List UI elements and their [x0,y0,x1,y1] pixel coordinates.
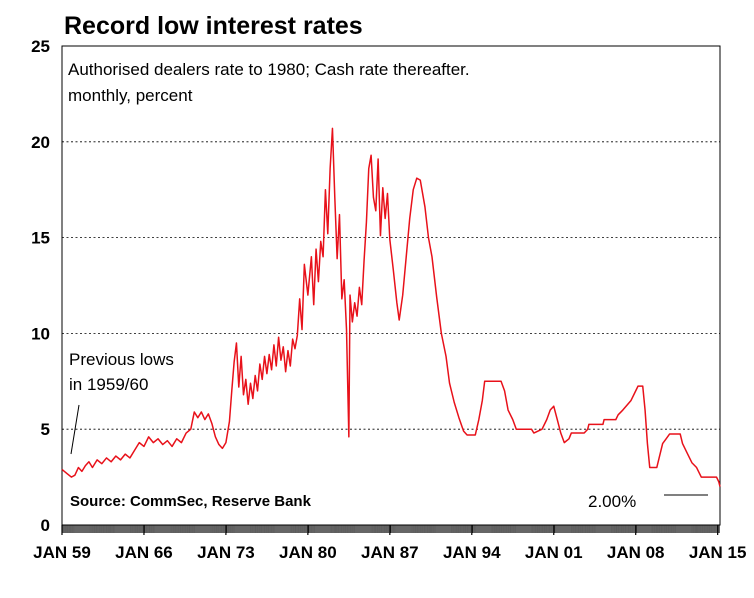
x-tick-label: JAN 80 [279,543,337,562]
annotation-previous-lows-line-2: in 1959/60 [69,375,148,394]
y-tick-label: 20 [31,133,50,152]
chart-title: Record low interest rates [64,12,363,40]
x-tick-label: JAN 87 [361,543,419,562]
x-tick-label: JAN 59 [33,543,91,562]
chart-subtitle-line-1: Authorised dealers rate to 1980; Cash ra… [68,60,470,79]
annotation-current-rate: 2.00% [588,492,636,511]
y-tick-label: 10 [31,324,50,343]
x-tick-label: JAN 94 [443,543,501,562]
gridlines [62,141,720,430]
x-tick-label: JAN 08 [607,543,665,562]
chart-subtitle-line-2: monthly, percent [68,86,193,105]
y-tick-label: 5 [41,420,50,439]
y-tick-label: 25 [31,37,50,56]
y-tick-label: 0 [41,516,50,535]
x-axis: JAN 59 JAN 66 JAN 73 JAN 80 JAN 87 JAN 94 JAN … [33,524,747,562]
x-tick-label: JAN 66 [115,543,173,562]
series-layer [61,127,721,487]
x-axis-minor-ticks [61,525,720,533]
series-line [61,127,721,487]
annotation-previous-lows-line-1: Previous lows [69,350,174,369]
x-tick-label: JAN 15 [689,543,747,562]
x-tick-label: JAN 73 [197,543,255,562]
annotation-previous-lows-pointer [70,404,80,455]
y-tick-label: 15 [31,229,50,248]
chart-source: Source: CommSec, Reserve Bank [70,493,312,510]
plot-frame [61,45,721,526]
x-tick-label: JAN 01 [525,543,583,562]
y-axis: 0 5 10 15 20 25 [31,37,50,535]
